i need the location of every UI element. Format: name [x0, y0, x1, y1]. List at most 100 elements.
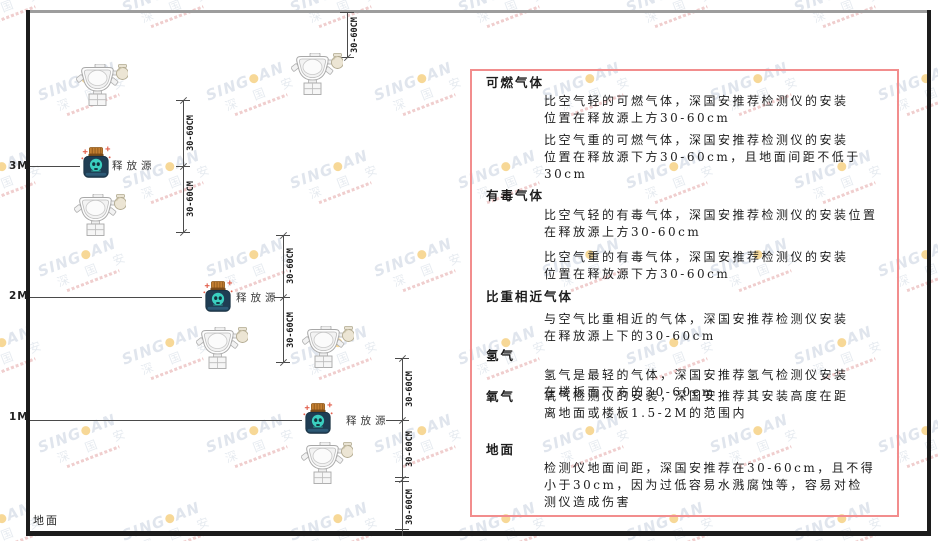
release-source-icon — [80, 146, 112, 180]
section-paragraph: 比空气轻的可燃气体，深国安推荐检测仪的安装 位置在释放源上方30-60cm — [544, 93, 897, 127]
brand-cn-text: 深 国 安 — [139, 512, 218, 541]
dimension-line — [283, 235, 284, 362]
gas-detector-icon — [302, 326, 354, 368]
dimension-label: 30-60CM — [405, 371, 415, 407]
brand-contact-text — [318, 181, 372, 205]
dimension-label: 30-60CM — [286, 248, 296, 284]
brand-text: SINGAN — [119, 322, 203, 369]
brand-dot-icon — [0, 336, 8, 348]
brand-contact-text — [822, 5, 876, 29]
brand-dot-icon — [0, 160, 8, 172]
brand-dot-icon — [416, 248, 428, 260]
leader-line-2m — [30, 297, 202, 298]
brand-contact-text — [66, 269, 120, 293]
brand-contact-text — [486, 5, 540, 29]
brand-dot-icon — [248, 424, 260, 436]
release-source-label: 释放源 — [236, 292, 280, 304]
section-paragraph: 比空气重的有毒气体，深国安推荐检测仪的安装 位置在释放源下方30-60cm — [544, 249, 897, 283]
brand-cn-text: 深 国 安 — [223, 424, 302, 466]
brand-cn-text: 深 国 安 — [223, 72, 302, 114]
paragraph-line: 小于30cm，因为过低容易水溅腐蚀等，容易对检 — [544, 478, 863, 492]
paragraph-line: 比空气重的可燃气体，深国安推荐检测仪的安装 — [544, 133, 849, 147]
dimension-tick — [340, 12, 354, 13]
gas-detector-icon — [76, 64, 128, 106]
dimension-label: 30-60CM — [405, 489, 415, 525]
brand-dot-icon — [80, 424, 92, 436]
release-source-icon — [302, 402, 334, 436]
brand-cn-text: 深 国 安 — [307, 160, 386, 202]
brand-cn-text: 深 国 安 — [895, 72, 938, 114]
brand-cn-text: 深 国 安 — [895, 248, 938, 290]
release-source-label: 释放源 — [112, 160, 156, 172]
release-source-icon — [202, 280, 234, 314]
section-paragraph: 检测仪地面间距，深国安推荐在30-60cm，且不得 小于30cm，因为过低容易水… — [544, 460, 897, 511]
brand-contact-text — [0, 5, 36, 29]
brand-dot-icon — [0, 512, 8, 524]
dimension-line — [347, 12, 348, 58]
brand-text: SINGAN — [623, 0, 672, 17]
brand-contact-text — [234, 93, 288, 117]
section-title-combustible: 可燃气体 — [486, 75, 545, 90]
brand-cn-text: 深 国 安 — [475, 0, 554, 26]
paragraph-line: 氧气检测仪的安装，深国安推荐其安装高度在距 — [544, 389, 849, 403]
brand-contact-text — [150, 5, 204, 29]
dimension-tick — [395, 529, 409, 530]
brand-cn-text: 深 国 安 — [811, 0, 890, 26]
brand-text: SINGAN — [791, 0, 840, 17]
gas-detector-icon — [301, 442, 353, 484]
paragraph-line: 与空气比重相近的气体，深国安推荐检测仪安装 — [544, 312, 849, 326]
brand-dot-icon — [164, 336, 176, 348]
paragraph-line: 30cm — [544, 167, 588, 181]
brand-contact-text — [234, 445, 288, 469]
brand-text: SINGAN — [455, 0, 504, 17]
brand-dot-icon — [332, 160, 344, 172]
brand-contact-text — [0, 357, 36, 381]
section-paragraph: 比空气重的可燃气体，深国安推荐检测仪的安装 位置在释放源下方30-60cm，且地… — [544, 132, 897, 183]
release-source-label: 释放源 — [346, 415, 390, 427]
dimension-label: 30-60CM — [186, 115, 196, 151]
brand-contact-text — [402, 269, 456, 293]
dimension-label: 30-60CM — [350, 17, 360, 53]
brand-contact-text — [906, 93, 938, 117]
dimension-tick — [395, 481, 409, 482]
brand-dot-icon — [164, 160, 176, 172]
section-title-oxygen: 氧气 — [486, 389, 516, 404]
brand-contact-text — [402, 93, 456, 117]
ceiling-line — [26, 10, 931, 13]
paragraph-line: 比空气重的有毒气体，深国安推荐检测仪的安装 — [544, 250, 849, 264]
section-paragraph: 比空气轻的有毒气体，深国安推荐检测仪的安装位置 在释放源上方30-60cm — [544, 207, 897, 241]
brand-dot-icon — [416, 72, 428, 84]
brand-cn-text: 深 国 安 — [307, 512, 386, 541]
leader-line-3m — [30, 166, 80, 167]
brand-text: SINGAN — [287, 146, 371, 193]
brand-dot-icon — [248, 248, 260, 260]
brand-cn-text: 深 国 安 — [391, 72, 470, 114]
paragraph-line: 离地面或楼板1.5-2M的范围内 — [544, 406, 748, 420]
wall-line — [26, 10, 30, 536]
paragraph-line: 比空气轻的可燃气体，深国安推荐检测仪的安装 — [544, 94, 849, 108]
brand-contact-text — [66, 445, 120, 469]
brand-dot-icon — [332, 512, 344, 524]
section-paragraph: 氢气是最轻的气体，深国安推荐氢气检测仪安装 在楼板面下方的30-60cm — [544, 367, 897, 401]
paragraph-line: 在释放源上下的30-60cm — [544, 329, 716, 343]
brand-dot-icon — [248, 72, 260, 84]
frame-right-line — [927, 10, 931, 536]
paragraph-line: 测仪造成伤害 — [544, 495, 632, 509]
gas-detector-icon — [74, 194, 126, 236]
brand-text: SINGAN — [35, 234, 119, 281]
brand-dot-icon — [416, 424, 428, 436]
brand-text: SINGAN — [119, 0, 168, 17]
leader-line-1m-right — [386, 420, 403, 421]
brand-text: SINGAN — [371, 234, 455, 281]
brand-text: SINGAN — [203, 58, 287, 105]
height-label-3m: 3M — [9, 160, 29, 172]
brand-cn-text: 深 国 安 — [139, 0, 218, 26]
